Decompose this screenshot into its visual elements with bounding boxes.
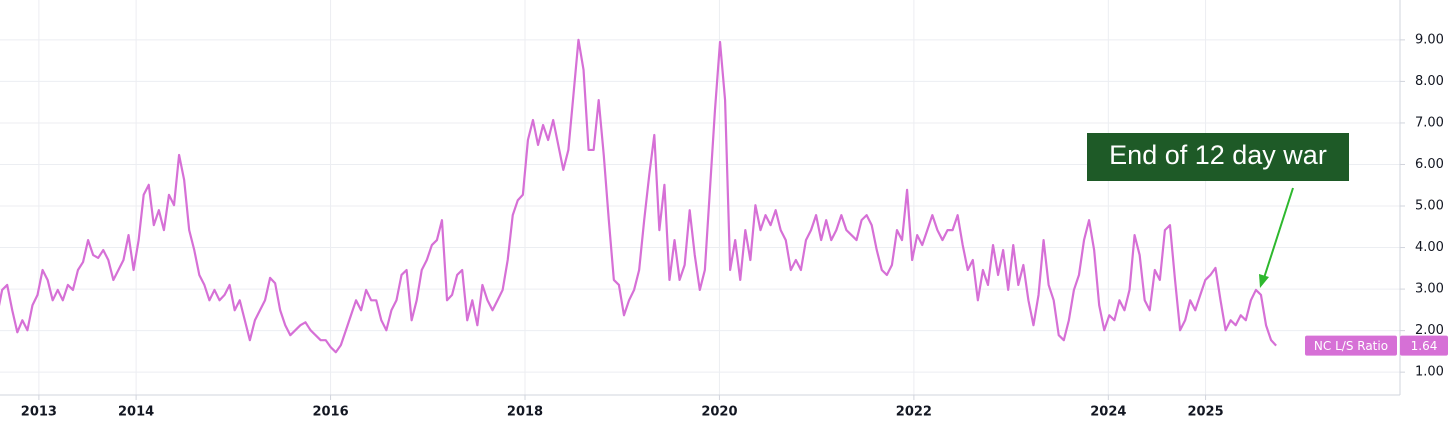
x-tick-label: 2020 bbox=[701, 405, 737, 420]
y-tick-label: 6.00 bbox=[1415, 157, 1444, 172]
annotation-text: End of 12 day war bbox=[1109, 140, 1327, 170]
y-tick-label: 2.00 bbox=[1415, 323, 1444, 338]
x-tick-label: 2022 bbox=[896, 405, 932, 420]
line-series bbox=[0, 38, 1277, 354]
y-tick-label: 3.00 bbox=[1415, 282, 1444, 297]
y-tick-label: 7.00 bbox=[1415, 115, 1444, 130]
last-value-label: 1.64 bbox=[1411, 339, 1438, 353]
x-tick-label: 2024 bbox=[1090, 405, 1126, 420]
annotation-arrow bbox=[1263, 187, 1294, 279]
y-tick-label: 8.00 bbox=[1415, 74, 1444, 89]
plot bbox=[0, 38, 1277, 354]
x-tick-label: 2025 bbox=[1187, 405, 1223, 420]
legend-name: NC L/S Ratio bbox=[1314, 339, 1388, 353]
y-tick-label: 1.00 bbox=[1415, 365, 1444, 380]
x-tick-label: 2018 bbox=[507, 405, 543, 420]
x-tick-label: 2016 bbox=[312, 405, 348, 420]
x-tick-label: 2013 bbox=[21, 405, 57, 420]
x-tick-label: 2014 bbox=[118, 405, 154, 420]
annotation-box bbox=[1087, 133, 1349, 181]
legend-badge bbox=[1305, 335, 1397, 356]
y-tick-label: 4.00 bbox=[1415, 240, 1444, 255]
last-value-badge bbox=[1400, 335, 1448, 356]
arrow-head bbox=[1259, 274, 1269, 288]
labels: 1.00 2.00 3.00 4.00 5.00 6.00 7.00 8.00 9.00 2013… bbox=[21, 32, 1448, 420]
y-tick-label: 5.00 bbox=[1415, 199, 1444, 214]
y-tick-label: 9.00 bbox=[1415, 32, 1444, 47]
